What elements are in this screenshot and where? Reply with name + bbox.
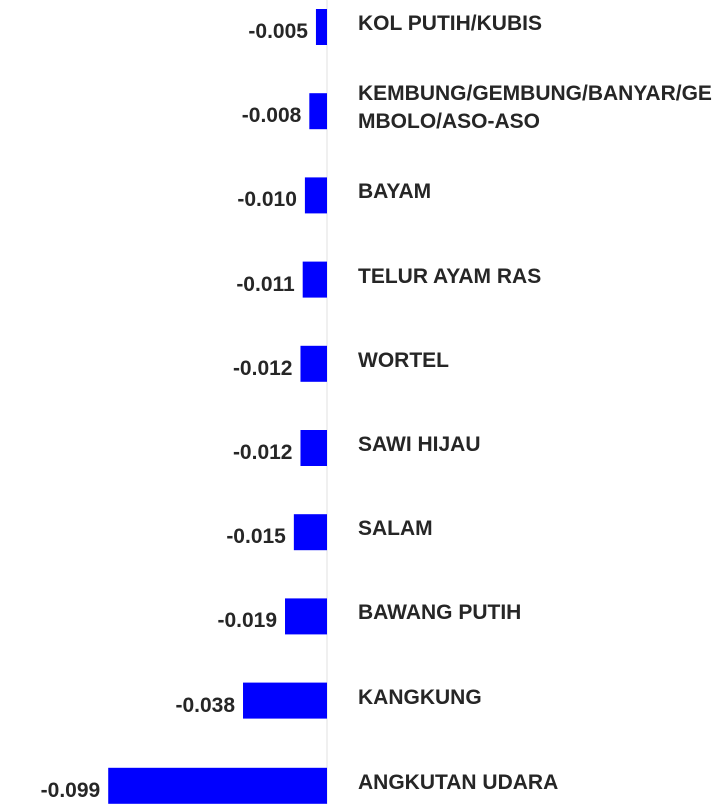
bar: [243, 682, 327, 719]
value-label: -0.010: [237, 188, 297, 212]
category-label: KOL PUTIH/KUBIS: [358, 12, 542, 35]
value-label: -0.008: [241, 104, 302, 128]
value-label: -0.015: [226, 525, 286, 549]
category-label: BAWANG PUTIH: [358, 601, 522, 625]
bar: [304, 177, 327, 214]
value-label: -0.019: [217, 609, 278, 633]
bar: [315, 9, 327, 45]
category-label: KEMBUNG/GEMBUNG/BANYAR/GEMBOLO/ASO-ASO: [358, 82, 712, 134]
bar: [300, 430, 327, 466]
value-label: -0.012: [232, 441, 293, 464]
category-label: KANGKUNG: [358, 685, 482, 709]
category-label: SAWI HIJAU: [358, 433, 481, 456]
value-label: -0.099: [40, 778, 101, 802]
bar: [302, 261, 327, 298]
bar: [293, 514, 327, 551]
category-label: ANGKUTAN UDARA: [358, 770, 559, 794]
value-label: -0.038: [175, 693, 236, 717]
category-label: BAYAM: [358, 180, 432, 204]
value-label: -0.005: [248, 20, 308, 43]
category-label: TELUR AYAM RAS: [358, 264, 542, 288]
value-label: -0.011: [236, 272, 295, 296]
bar: [108, 767, 328, 804]
bar: [309, 93, 327, 130]
category-label: WORTEL: [358, 348, 449, 372]
bar: [300, 345, 327, 382]
bar: [285, 598, 327, 635]
value-label: -0.012: [232, 356, 293, 380]
category-label: SALAM: [358, 517, 433, 541]
